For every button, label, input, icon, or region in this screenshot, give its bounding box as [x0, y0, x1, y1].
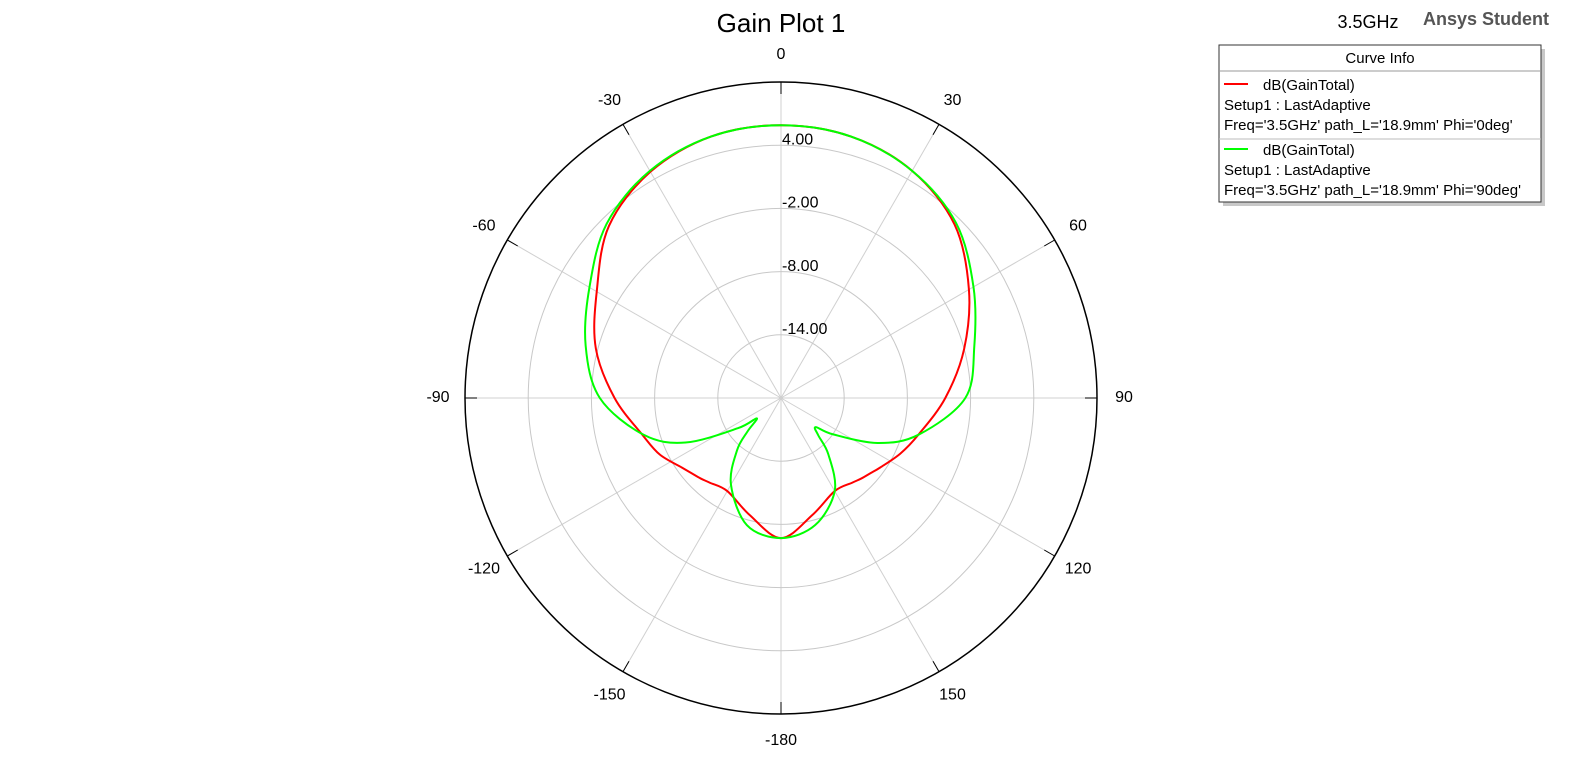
legend-params: Freq='3.5GHz' path_L='18.9mm' Phi='90deg… — [1224, 182, 1521, 199]
theta-tick-label: -180 — [765, 732, 797, 749]
radial-grid-line — [507, 397, 782, 557]
theta-tick-label: 120 — [1065, 561, 1092, 578]
theta-tick-label: -150 — [593, 686, 625, 703]
ring-grid-line — [590, 207, 972, 589]
radial-grid-line — [780, 397, 1055, 557]
legend-title: Curve Info — [1345, 50, 1414, 67]
theta-tick — [1044, 549, 1055, 557]
radial-grid-line — [780, 124, 940, 399]
theta-tick — [932, 661, 940, 672]
theta-tick-label: 30 — [944, 92, 962, 109]
frequency-label: 3.5GHz — [1337, 12, 1398, 32]
r-tick-label: 4.00 — [782, 131, 813, 148]
theta-tick — [507, 549, 518, 557]
legend-params: Freq='3.5GHz' path_L='18.9mm' Phi='0deg' — [1224, 117, 1513, 134]
theta-tick-label: -60 — [472, 218, 495, 235]
polar-grid: -180 -150 -120 -90 -60 -30 0 30 60 90 120 150 -14.00… — [426, 46, 1133, 749]
chart-title: Gain Plot 1 — [717, 8, 846, 38]
theta-tick — [932, 124, 940, 135]
radial-grid-line — [622, 124, 782, 399]
radial-grid-line — [780, 239, 1055, 399]
gain-curve — [584, 124, 977, 540]
theta-tick-label: -120 — [468, 561, 500, 578]
legend-name: dB(GainTotal) — [1263, 142, 1355, 159]
theta-tick — [622, 661, 630, 672]
curves — [584, 124, 977, 540]
legend-setup: Setup1 : LastAdaptive — [1224, 97, 1371, 114]
ring-grid-line — [717, 334, 845, 462]
theta-tick-label: 60 — [1069, 218, 1087, 235]
theta-tick — [622, 124, 630, 135]
watermark: Ansys Student — [1423, 9, 1549, 29]
r-tick-label: -8.00 — [782, 258, 819, 275]
theta-tick-label: -30 — [598, 92, 621, 109]
theta-tick — [507, 239, 518, 247]
legend-name: dB(GainTotal) — [1263, 77, 1355, 94]
ring-grid-line — [654, 271, 908, 525]
radial-grid-line — [780, 397, 940, 672]
radial-grid-line — [622, 397, 782, 672]
legend-setup: Setup1 : LastAdaptive — [1224, 162, 1371, 179]
r-tick-label: -2.00 — [782, 195, 819, 212]
theta-tick-label: -90 — [426, 389, 449, 406]
theta-tick-label: 0 — [777, 46, 786, 63]
legend: Curve Info dB(GainTotal) Setup1 : LastAda… — [1218, 44, 1545, 206]
radial-grid-line — [507, 239, 782, 399]
r-tick-label: -14.00 — [782, 321, 827, 338]
theta-tick-label: 90 — [1115, 389, 1133, 406]
theta-tick-label: 150 — [939, 686, 966, 703]
theta-tick — [1044, 239, 1055, 247]
ring-grid-line — [527, 144, 1035, 652]
